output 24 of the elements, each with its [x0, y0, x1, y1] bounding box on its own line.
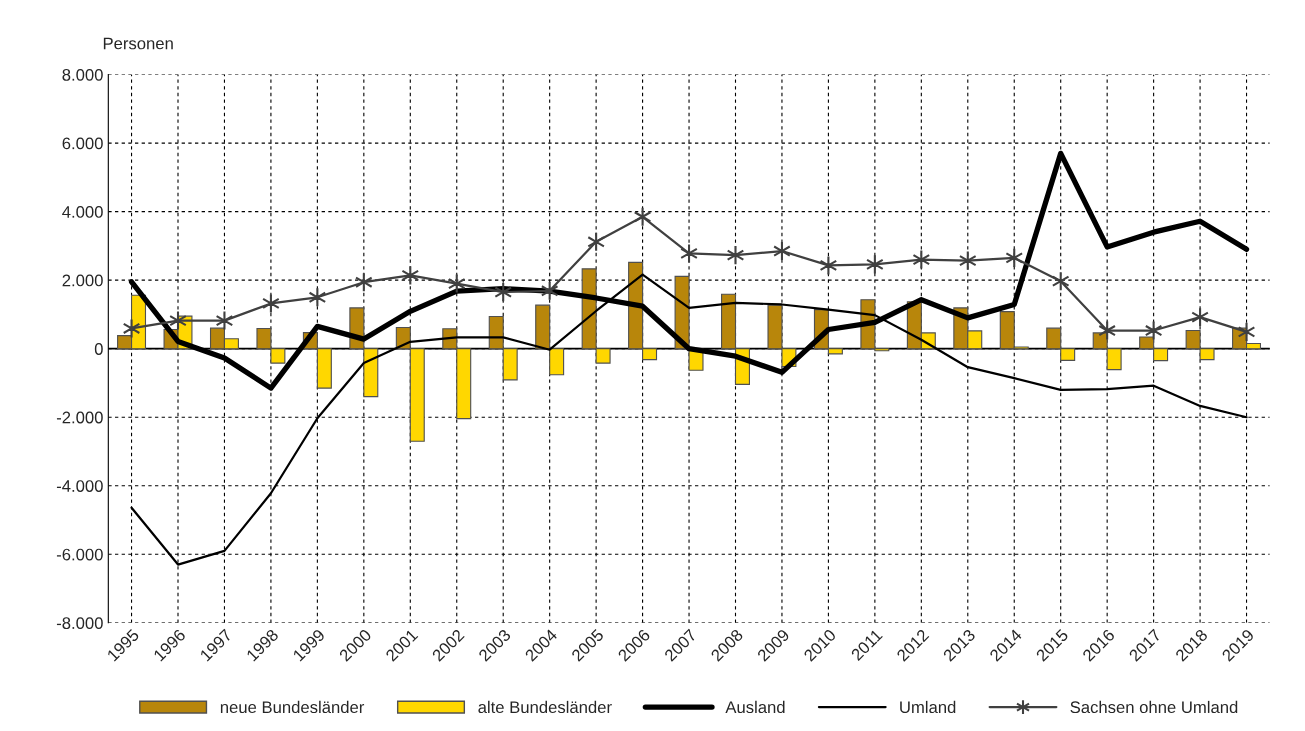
- legend-label: Sachsen ohne Umland: [1070, 700, 1238, 714]
- y-tick-label: 0: [94, 343, 103, 355]
- y-tick-label: -4.000: [56, 480, 103, 492]
- bar: [549, 348, 565, 376]
- legend-label: neue Bundesländer: [220, 700, 365, 714]
- y-tick-label: -6.000: [56, 548, 103, 561]
- point: [1005, 247, 1024, 268]
- y-tick-label: 6.000: [62, 137, 103, 150]
- legend-label: alte Bundesländer: [478, 700, 612, 714]
- legend-label: Ausland: [725, 700, 785, 714]
- y-tick-label: -2.000: [56, 411, 103, 424]
- y-tick-label: 8.000: [62, 68, 103, 81]
- y-tick-label: 4.000: [62, 206, 103, 218]
- point: [1237, 321, 1256, 342]
- point: [494, 282, 513, 303]
- point: [215, 310, 234, 331]
- y-axis-title: Personen: [103, 37, 173, 50]
- y-tick-label: -8.000: [56, 617, 103, 630]
- legend-label: Umland: [900, 700, 956, 714]
- point: [1144, 320, 1163, 341]
- bar: [535, 304, 551, 350]
- point: [308, 287, 327, 308]
- point: [726, 245, 745, 266]
- y-tick-label: 2.000: [62, 274, 103, 287]
